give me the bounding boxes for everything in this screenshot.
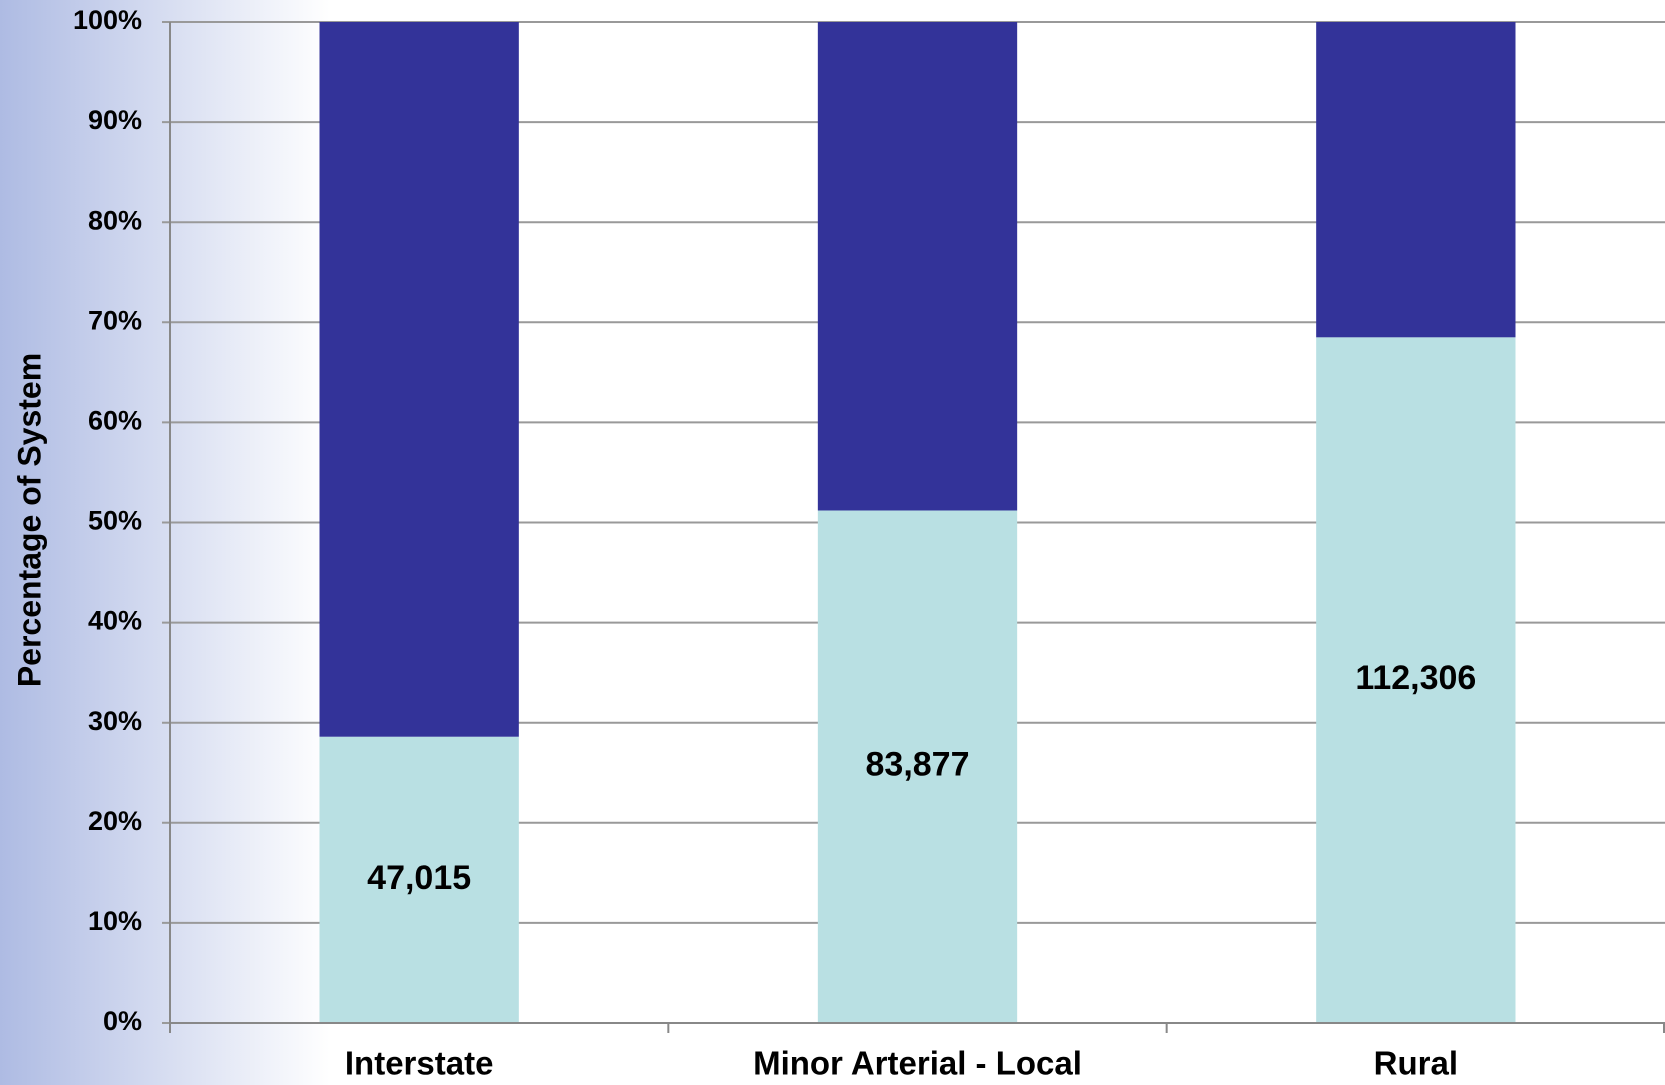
bar-segment <box>1316 337 1516 1023</box>
x-tick-label: Interstate <box>345 1045 494 1082</box>
y-tick-label: 90% <box>88 105 142 135</box>
y-tick-label: 70% <box>88 305 142 335</box>
background <box>0 0 330 1085</box>
bar-segment <box>817 22 1018 511</box>
bar-segment <box>319 22 519 737</box>
y-tick-label: 100% <box>73 5 142 35</box>
bar-annotation: 47,015 <box>367 859 471 897</box>
y-tick-label: 10% <box>88 906 142 936</box>
y-tick-label: 60% <box>88 406 142 436</box>
y-axis-label: Percentage of System <box>11 353 47 687</box>
bar-annotation: 112,306 <box>1355 659 1476 697</box>
x-tick-label: Rural <box>1374 1045 1458 1082</box>
bar-segment <box>319 736 519 1023</box>
y-tick-label: 0% <box>103 1006 142 1036</box>
y-tick-label: 80% <box>88 205 142 235</box>
bar-segment <box>1316 22 1516 338</box>
y-tick-label: 40% <box>88 606 142 636</box>
y-tick-label: 20% <box>88 806 142 836</box>
x-tick-label: Minor Arterial - Local <box>753 1045 1082 1082</box>
y-tick-label: 50% <box>88 506 142 536</box>
y-tick-label: 30% <box>88 706 142 736</box>
bar-annotation: 83,877 <box>866 746 970 784</box>
bar-segment <box>817 510 1018 1023</box>
